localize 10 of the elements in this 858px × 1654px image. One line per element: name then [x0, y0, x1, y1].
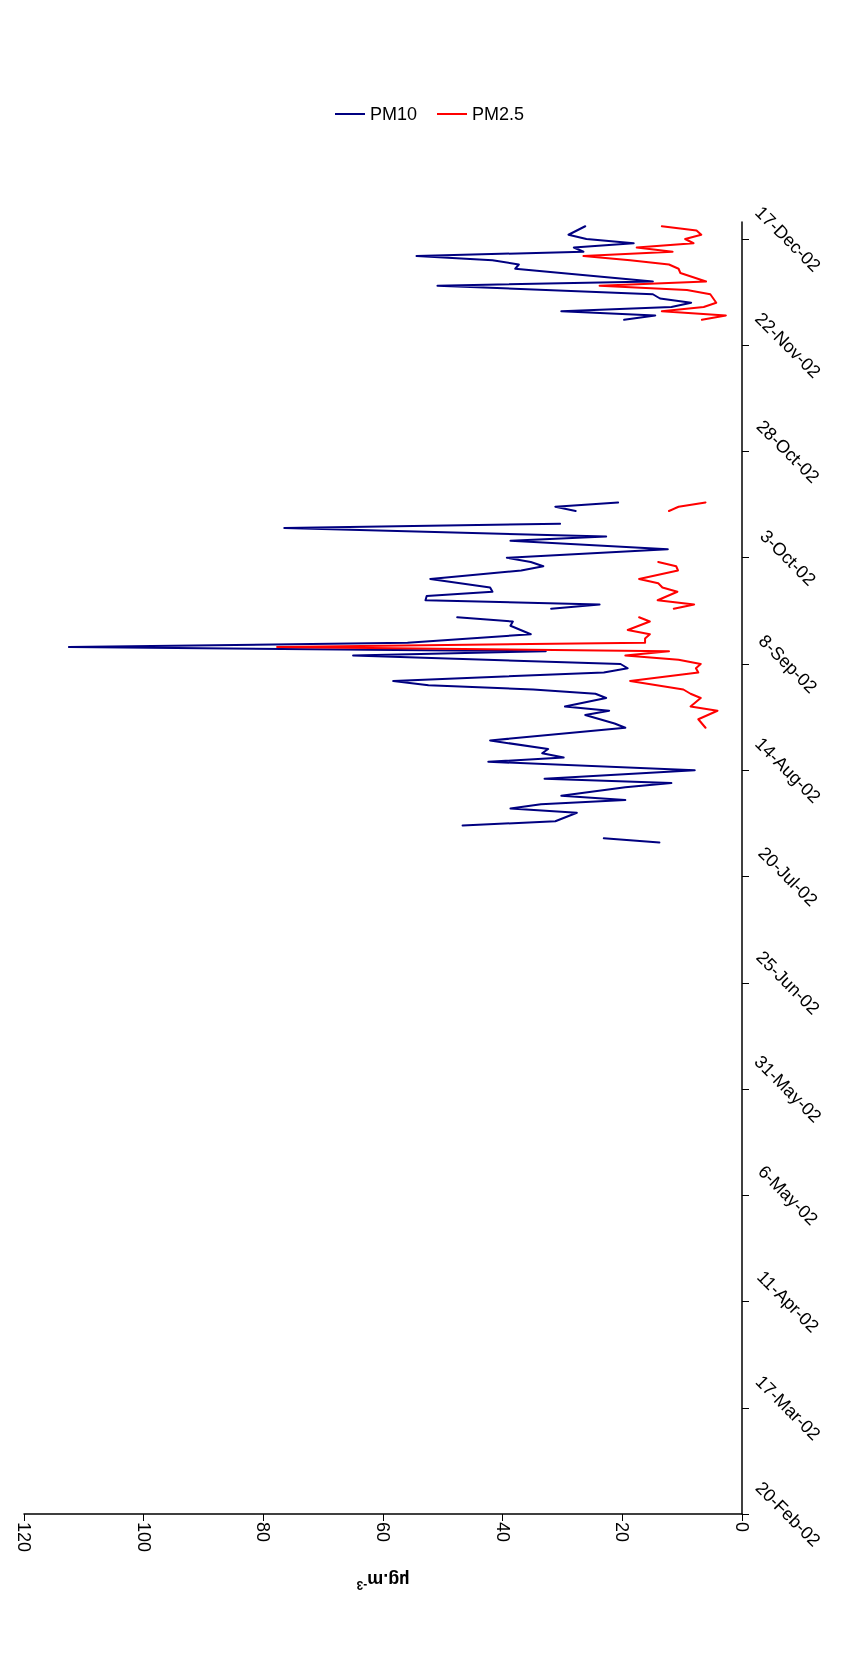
x-tick-label: 60 — [373, 1522, 393, 1543]
x-axis-title: µg.m-3 — [356, 1570, 410, 1592]
legend-label: PM2.5 — [472, 104, 525, 124]
x-tick-label: 40 — [492, 1522, 513, 1543]
x-tick-label: 0 — [732, 1522, 752, 1533]
legend-label: PM10 — [370, 104, 418, 124]
x-tick-label: 100 — [133, 1522, 154, 1553]
x-tick-label: 20 — [612, 1522, 633, 1543]
x-tick-label: 80 — [253, 1522, 274, 1543]
x-tick-label: 120 — [14, 1522, 34, 1553]
